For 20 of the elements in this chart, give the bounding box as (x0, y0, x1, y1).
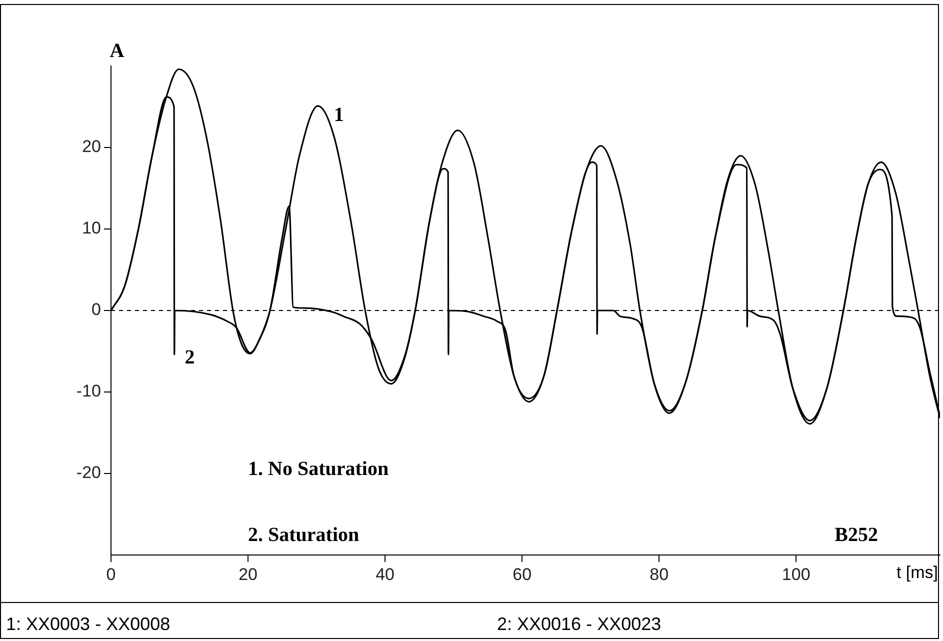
x-tick-label: 0 (106, 564, 116, 584)
annotation: 2. Saturation (248, 524, 360, 546)
x-tick-label: 20 (238, 564, 258, 584)
series-label: 1 (334, 104, 344, 126)
y-tick-label: 0 (92, 300, 101, 320)
text: 1: XX0003 - XX0008 (6, 614, 170, 634)
x-tick-label: 40 (376, 564, 395, 584)
y-tick-label: -20 (76, 463, 101, 482)
y-axis-title: A (110, 40, 125, 62)
x-tick-label: 100 (782, 564, 810, 584)
y-tick-label: 20 (82, 137, 101, 156)
x-tick-label: 80 (650, 564, 669, 584)
text: 2: XX0016 - XX0023 (497, 614, 662, 634)
y-tick-label: 10 (82, 218, 101, 238)
x-tick-label: 60 (512, 564, 532, 584)
annotation: B252 (834, 524, 878, 546)
series-label: 2 (184, 346, 195, 369)
annotation: 1. No Saturation (248, 458, 389, 480)
y-tick-label: -10 (76, 382, 101, 401)
x-axis-title: t [ms] (896, 563, 938, 582)
